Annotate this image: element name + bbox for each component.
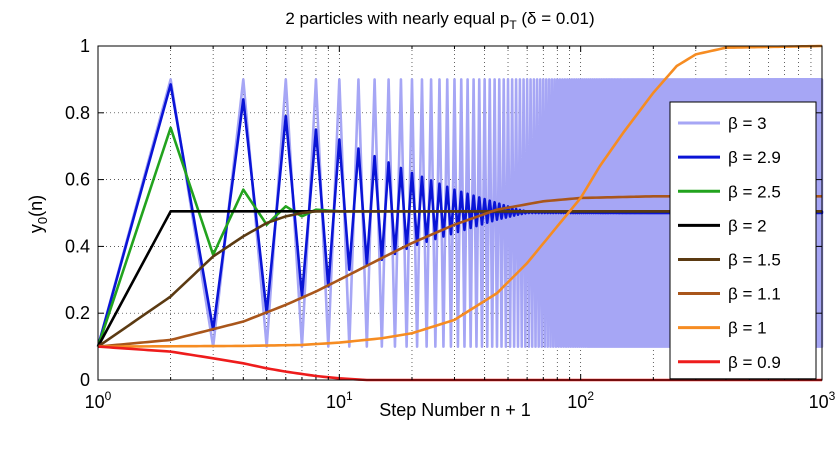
y-tick-label: 0.2 <box>65 303 90 323</box>
legend-label: β = 1 <box>728 319 767 338</box>
legend-label: β = 1.5 <box>728 250 781 269</box>
legend-label: β = 2 <box>728 216 767 235</box>
y-axis-label: y0(n) <box>26 195 50 233</box>
y-tick-label: 1 <box>80 36 90 56</box>
x-tick-label: 102 <box>567 389 594 412</box>
legend-label: β = 1.1 <box>728 285 781 304</box>
legend-label: β = 2.9 <box>728 148 781 167</box>
y-tick-label: 0 <box>80 370 90 390</box>
x-tick-label: 101 <box>326 389 353 412</box>
legend-label: β = 2.5 <box>728 182 781 201</box>
legend: β = 3 β = 2.9 β = 2.5 β = 2 β = 1.5 β = 1.1 β … <box>669 101 817 380</box>
grid <box>98 46 822 380</box>
x-axis-label: Step Number n + 1 <box>379 400 531 420</box>
x-tick-label: 103 <box>809 389 836 412</box>
x-tick-label: 100 <box>85 389 112 412</box>
y-tick-label: 0.6 <box>65 170 90 190</box>
chart-title: 2 particles with nearly equal pT (δ = 0.… <box>285 9 594 32</box>
axis-ticks: 100 101 102 103 0 0.2 0.4 0.6 0.8 1 <box>65 36 836 412</box>
legend-label: β = 3 <box>728 114 767 133</box>
y-tick-label: 0.4 <box>65 236 90 256</box>
plot-frame <box>97 45 823 381</box>
legend-label: β = 0.9 <box>728 353 781 372</box>
legend-box <box>669 101 817 380</box>
series-line <box>97 44 823 348</box>
y-tick-label: 0.8 <box>65 103 90 123</box>
